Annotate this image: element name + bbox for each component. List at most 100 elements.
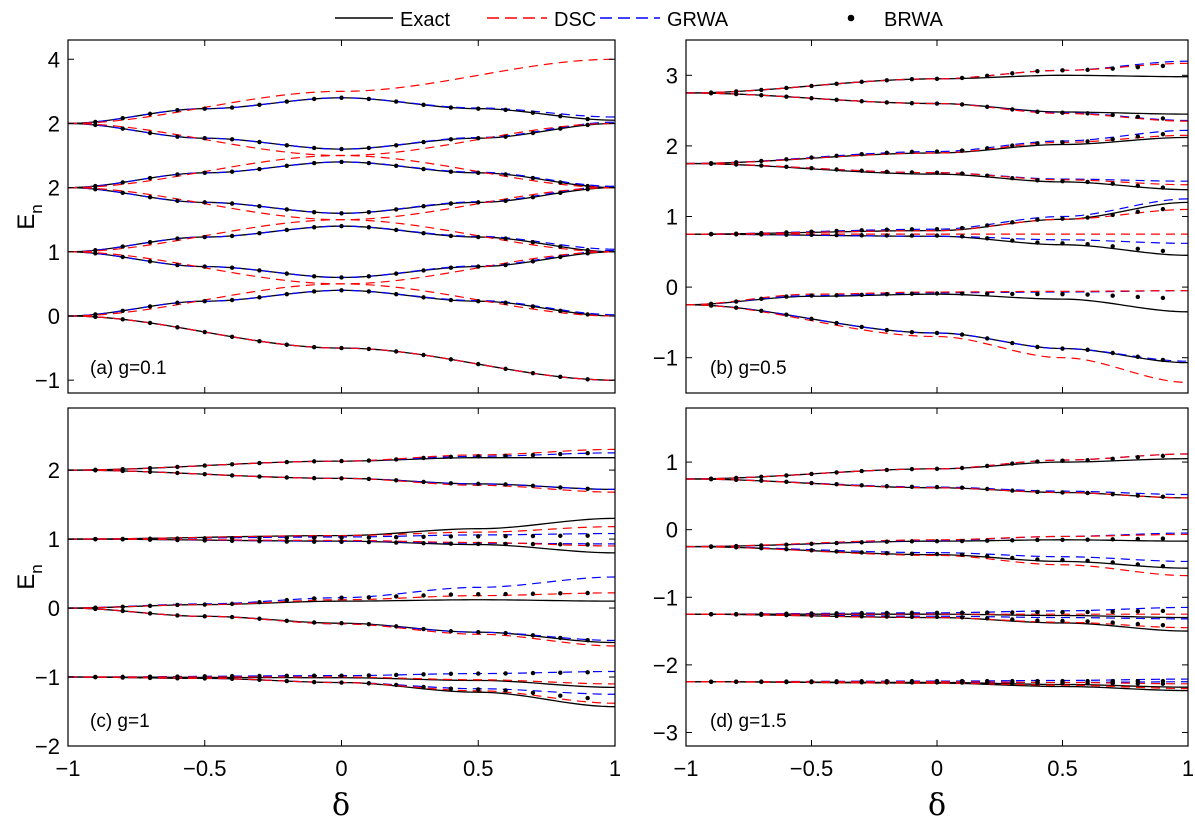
panel-d-brwa-point-3-5 [809,611,814,616]
panel-d-brwa-point-5-4 [784,542,789,547]
panel-b-dsc-line-0 [686,304,1188,384]
panel-a-brwa-point-1-6 [229,297,235,303]
panel-b-brwa-point-3-10 [934,227,940,232]
panel-a-brwa-point-0-16 [503,366,508,372]
panel-a-brwa-point-6-11 [366,145,372,151]
panel-a-brwa-point-4-12 [394,207,399,212]
panel-c-brwa-point-4-19 [585,542,590,547]
panel-d-brwa-point-6-10 [934,484,940,490]
panel-c-brwa-point-6-16 [503,482,508,487]
panel-b-brwa-point-2-10 [934,233,940,238]
panel-c-brwa-point-0-13 [421,684,426,690]
panel-a-brwa-point-1-12 [394,291,399,297]
panel-b-brwa-point-0-17 [1110,350,1115,356]
panel-a-brwa-point-3-8 [284,227,289,233]
panel-b-brwa-point-2-5 [809,232,814,238]
panel-d-brwa-point-4-11 [959,552,965,557]
panel-c-brwa-point-2-10 [339,621,344,626]
panel-b-brwa-point-3-9 [909,227,915,232]
panel-c-brwa-point-4-15 [476,541,481,547]
panel-c-brwa-point-5-17 [530,533,536,539]
x-axis-label-right: δ [928,788,946,823]
panel-b-brwa-point-2-6 [834,232,839,238]
legend: Exact DSC GRWA BRWA [335,9,944,31]
panel-a-brwa-point-5-11 [366,160,372,166]
panel-d-brwa-point-6-13 [1010,488,1015,493]
panel-a-brwa-point-1-14 [448,297,454,303]
panel-d-brwa-point-5-16 [1085,537,1090,542]
x-axis-label-left: δ [332,788,350,823]
panel-b-brwa-point-0-5 [809,316,814,322]
panel-b-brwa-point-7-12 [985,73,990,79]
panel-c-brwa-point-7-12 [394,457,399,462]
panel-a-brwa-point-3-17 [530,240,536,245]
panel-b-ytick-label-0: −1 [653,346,678,371]
panel-c-brwa-point-5-12 [394,535,399,540]
panel-a: −1 0 1 2 2 4 (a) g=0.1 [35,39,616,394]
panel-c-brwa-point-5-3 [147,536,153,541]
panel-a-brwa-point-0-19 [585,377,590,382]
panel-a-brwa-point-1-9 [311,289,317,294]
panel-a-brwa-point-3-5 [202,234,207,240]
panel-c-brwa-point-2-2 [120,608,125,614]
panel-a-annotation: (a) g=0.1 [90,358,167,379]
panel-b-brwa-point-5-4 [784,157,789,162]
panel-b-brwa-point-1-17 [1110,293,1115,298]
panel-c-brwa-point-5-13 [421,534,426,539]
panel-a-dsc-line-4 [68,187,615,253]
panel-b-brwa-point-2-15 [1060,241,1065,246]
panel-c-brwa-point-0-11 [366,681,372,686]
panel-a-brwa-point-5-16 [503,172,508,177]
panel-b-brwa-point-2-18 [1135,246,1141,252]
panel-b-brwa-point-1-19 [1160,295,1166,301]
panel-a-brwa-point-5-14 [448,169,454,174]
panel-a-brwa-point-7-18 [558,113,563,119]
panel-c-brwa-point-2-3 [147,611,153,616]
panel-c-brwa-point-5-8 [284,535,289,541]
panel-c-brwa-point-5-16 [503,534,508,539]
panel-b-brwa-point-1-8 [884,292,889,297]
panel-c-brwa-point-5-14 [448,534,454,539]
panel-a-brwa-point-7-6 [229,105,235,110]
panel-b-brwa-point-7-14 [1035,69,1040,74]
panel-b-brwa-point-7-16 [1085,67,1090,73]
panel-a-brwa-point-7-3 [147,111,153,117]
panel-b-brwa-point-5-3 [759,158,764,164]
panel-c-brwa-point-4-14 [448,541,454,546]
panel-d-brwa-point-6-7 [859,483,864,488]
panel-a-brwa-point-6-7 [257,139,262,145]
panel-c-brwa-point-1-14 [448,671,454,676]
panel-d-brwa-point-4-19 [1160,563,1166,569]
panel-b-brwa-point-1-16 [1085,292,1090,297]
panel-c-brwa-point-5-2 [120,536,125,542]
panel-d-brwa-point-4-7 [859,550,864,555]
panel-a-brwa-point-4-6 [229,201,235,206]
panel-b-brwa-point-3-18 [1135,209,1141,214]
panel-d-brwa-point-1-2 [734,679,739,684]
panel-d-brwa-point-1-19 [1160,678,1166,684]
panel-d-brwa-point-5-15 [1060,537,1065,543]
panel-c-brwa-point-3-10 [339,595,344,600]
panel-d-brwa-point-7-3 [759,474,764,479]
panel-d-brwa-point-1-8 [884,678,889,684]
panel-a-brwa-point-6-10 [339,146,344,152]
panel-a-brwa-point-4-10 [339,211,344,216]
panel-a-brwa-point-4-17 [530,194,536,200]
panel-d-dsc-line-5 [686,533,1188,548]
panel-b-brwa-point-0-19 [1160,357,1166,363]
panel-c-brwa-point-2-7 [257,616,262,621]
panel-b: −1 0 1 2 3 (b) g=0.5 [653,39,1189,394]
panel-d-brwa-point-3-2 [734,611,739,617]
panel-a-brwa-point-3-12 [394,227,399,233]
panel-a-brwa-point-5-18 [558,180,563,185]
panel-d-brwa-point-4-16 [1085,558,1090,563]
panel-a-grwa-line-3 [68,225,615,253]
legend-dsc-label: DSC [554,9,596,31]
panel-c-ytick-label-4: 2 [48,458,60,483]
panel-a-ytick-label-5: 4 [48,47,60,72]
panel-a-brwa-point-5-12 [394,163,399,168]
panel-b-brwa-point-2-9 [909,233,915,238]
panel-c-brwa-point-2-14 [448,629,454,634]
panel-d-brwa-point-7-12 [985,463,990,469]
panel-c-brwa-point-7-4 [175,464,180,470]
